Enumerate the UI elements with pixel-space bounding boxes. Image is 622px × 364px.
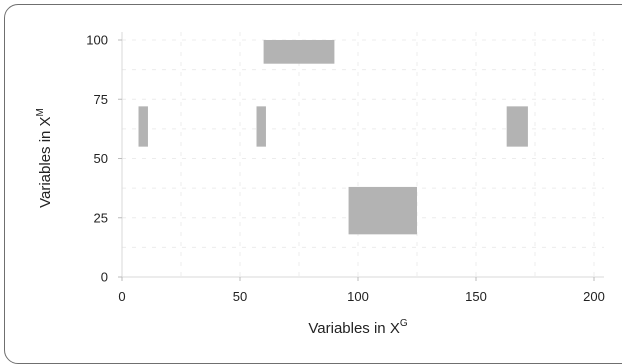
data-block-3 bbox=[256, 106, 266, 147]
x-axis-label-text: Variables in X bbox=[308, 320, 399, 337]
x-tick-label: 100 bbox=[347, 289, 369, 304]
y-tick-label: 50 bbox=[94, 151, 108, 166]
x-tick-label: 150 bbox=[465, 289, 487, 304]
grid-lines bbox=[121, 32, 604, 278]
x-tick-label: 200 bbox=[583, 289, 605, 304]
x-tick-label: 50 bbox=[233, 289, 247, 304]
y-tick-label: 0 bbox=[101, 270, 108, 285]
axes bbox=[121, 32, 604, 278]
data-block-5 bbox=[348, 186, 417, 235]
x-axis-label-sup: G bbox=[400, 318, 408, 329]
data-block-4 bbox=[506, 106, 528, 147]
data-block-1 bbox=[263, 40, 335, 64]
y-axis-label-sup: M bbox=[35, 108, 46, 116]
tick-labels: 0 50 100 150 200 0 25 50 75 100 bbox=[86, 33, 605, 305]
data-block-2 bbox=[138, 106, 148, 147]
x-axis-label: Variables in XG bbox=[308, 318, 407, 337]
y-axis-label-text: Variables in X bbox=[37, 116, 54, 207]
y-tick-label: 75 bbox=[94, 92, 108, 107]
x-tick-label: 0 bbox=[118, 289, 125, 304]
y-axis-label: Variables in XM bbox=[35, 108, 54, 208]
data-blocks bbox=[138, 40, 528, 235]
y-tick-label: 25 bbox=[94, 210, 108, 225]
y-tick-label: 100 bbox=[86, 33, 108, 48]
